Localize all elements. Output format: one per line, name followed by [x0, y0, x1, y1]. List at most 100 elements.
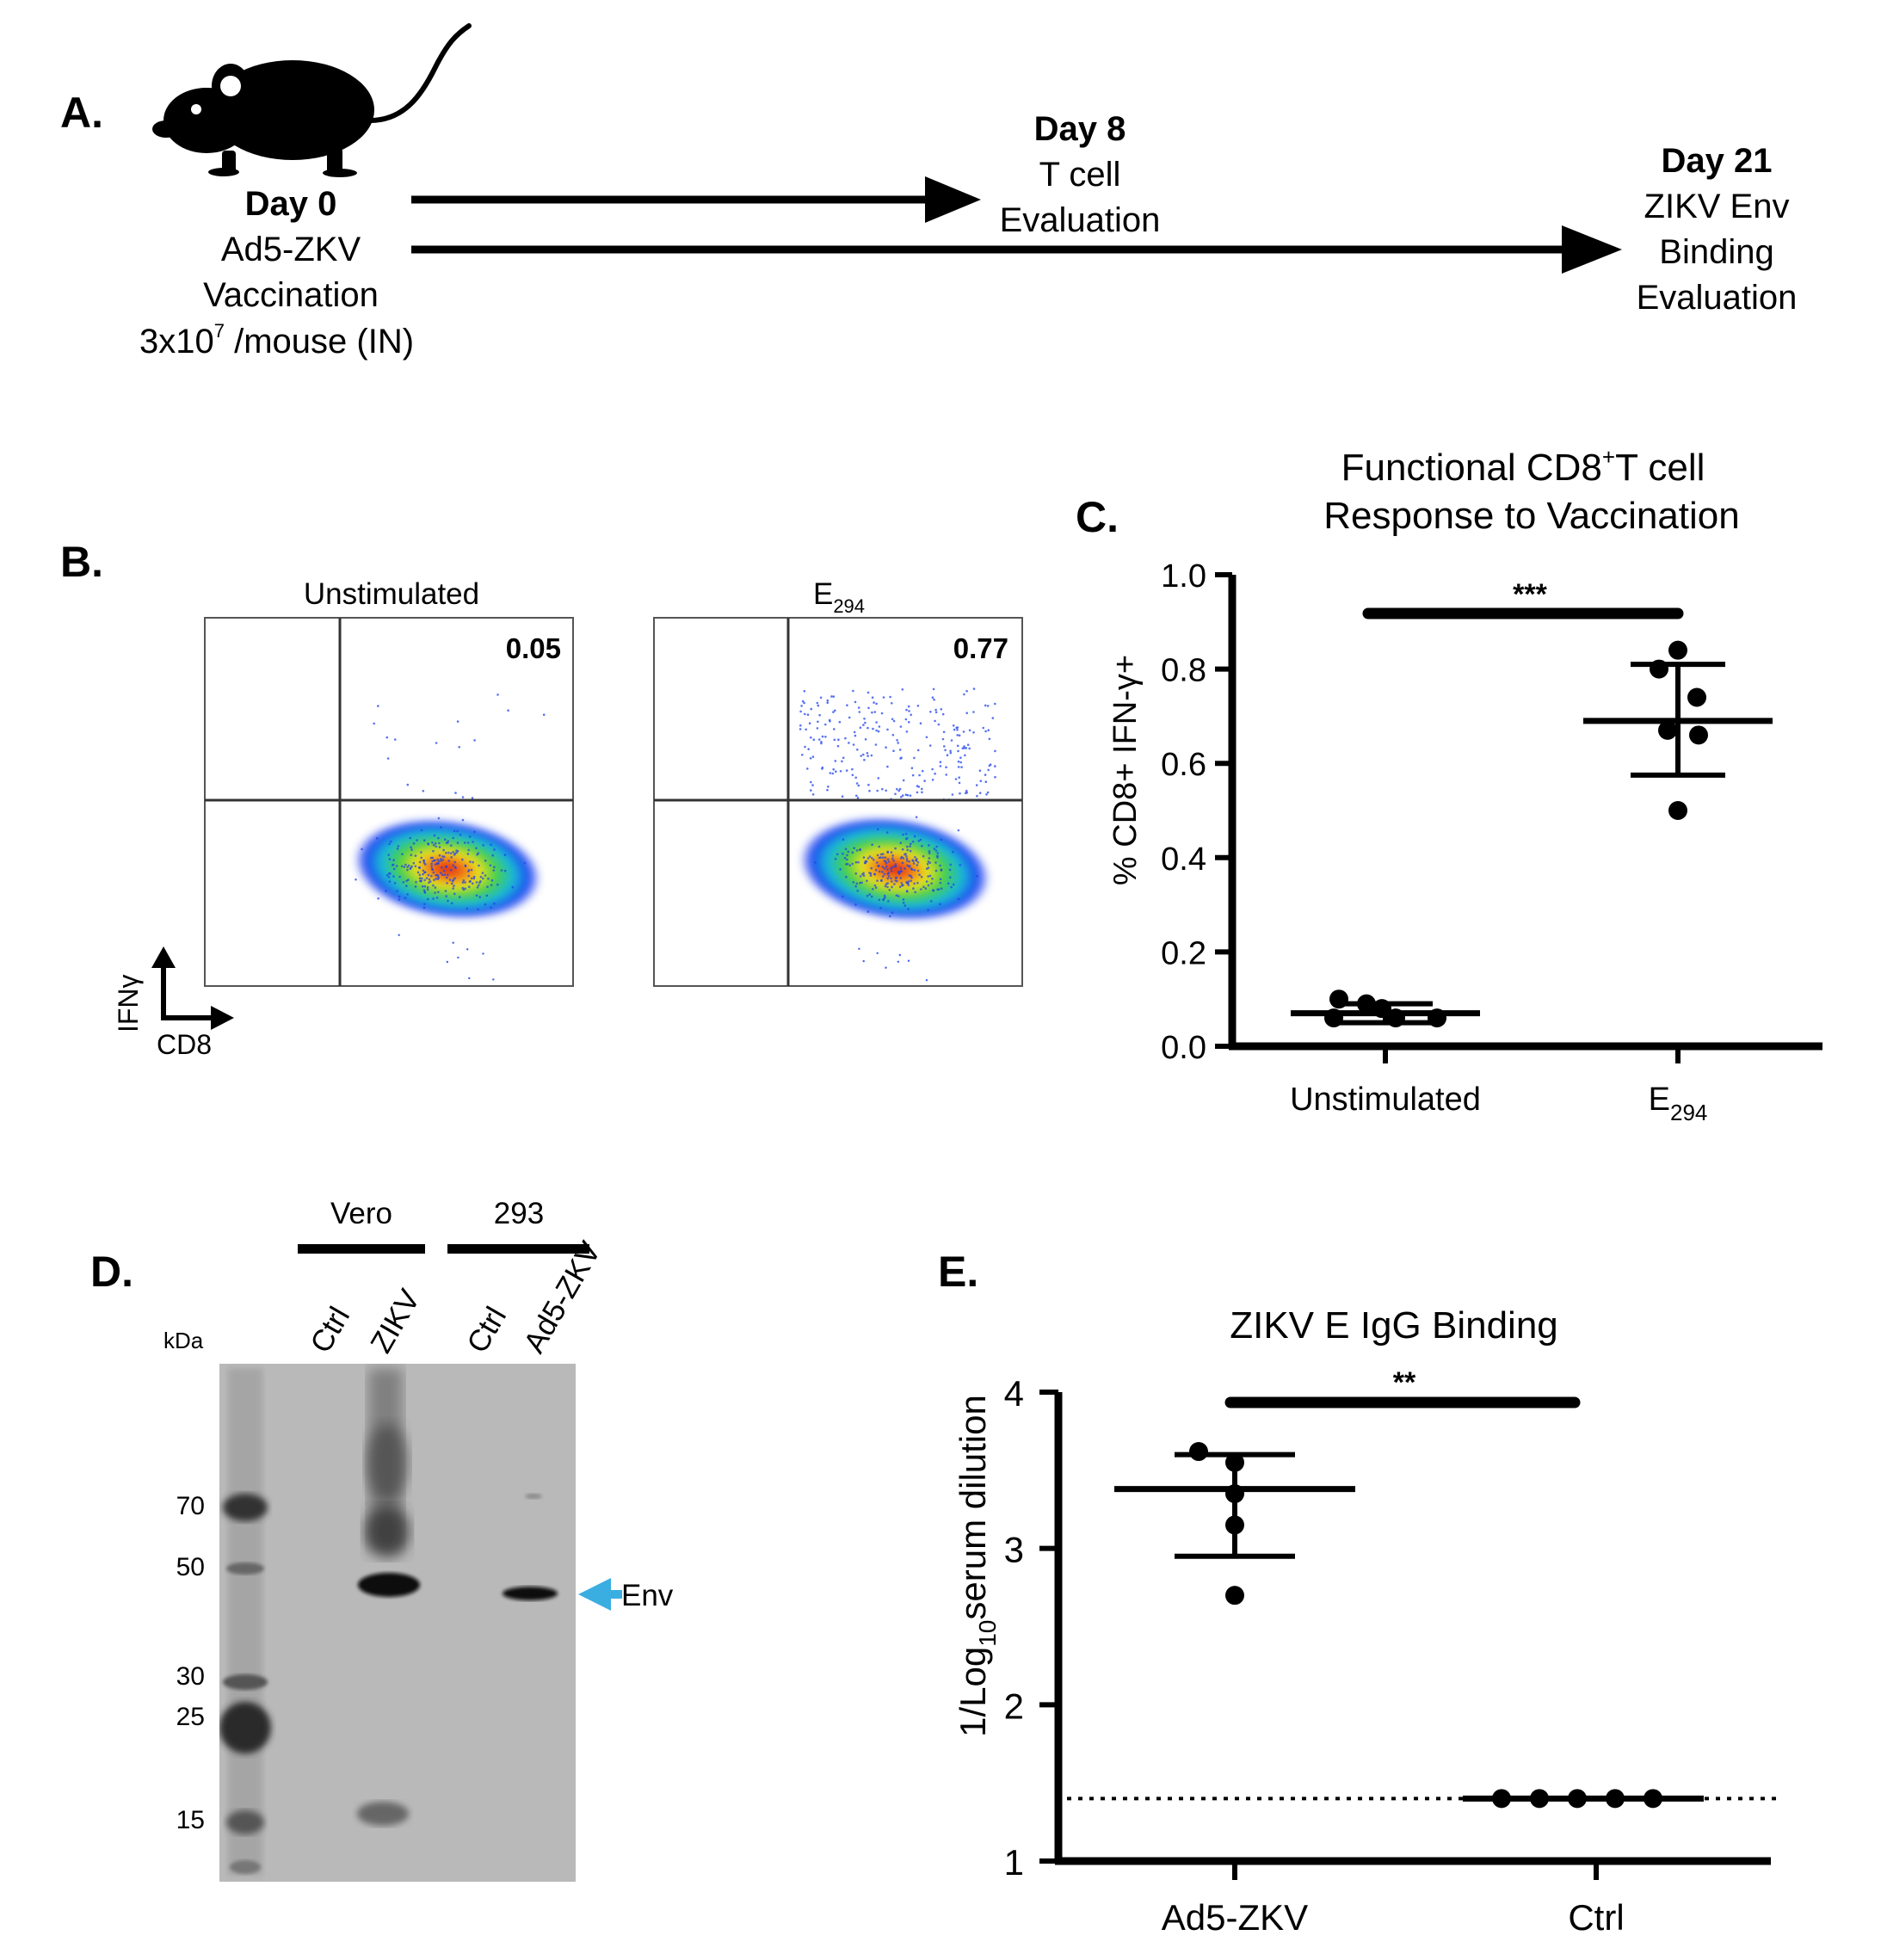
band-zikv-env — [358, 1573, 420, 1597]
event-dot — [916, 860, 920, 864]
responder-dot — [863, 758, 866, 761]
responder-dot — [939, 761, 942, 763]
event-dot — [437, 817, 441, 820]
responder-dot — [873, 711, 877, 713]
event-dot — [908, 860, 910, 863]
responder-dot — [881, 787, 884, 791]
event-dot — [398, 875, 401, 878]
event-dot — [871, 857, 873, 860]
event-dot — [902, 857, 905, 860]
event-dot — [472, 860, 474, 864]
event-dot — [887, 875, 891, 878]
event-dot — [387, 854, 391, 856]
event-dot — [445, 852, 447, 854]
responder-dot — [856, 749, 859, 751]
event-dot — [462, 888, 466, 891]
event-dot — [863, 861, 866, 865]
responder-dot — [988, 764, 991, 767]
responder-dot — [956, 744, 959, 748]
panel-label-d: D. — [90, 1248, 133, 1296]
event-dot — [934, 849, 938, 852]
event-dot — [927, 884, 930, 887]
responder-dot — [934, 708, 937, 712]
event-dot — [834, 858, 837, 860]
event-dot — [438, 841, 441, 845]
responder-dot — [845, 769, 848, 772]
responder-dot — [916, 749, 920, 752]
event-dot — [441, 858, 445, 861]
marker-25: 25 — [176, 1703, 205, 1731]
event-dot — [883, 860, 886, 862]
event-dot — [482, 844, 484, 847]
event-dot — [899, 857, 903, 860]
event-dot — [895, 877, 898, 879]
event-dot — [940, 869, 943, 872]
event-dot — [952, 883, 955, 886]
responder-dot — [373, 722, 376, 725]
responder-dot — [458, 746, 460, 749]
marker-50: 50 — [176, 1553, 205, 1581]
responder-dot — [950, 739, 953, 742]
day8-title: Day 8 — [1034, 110, 1126, 148]
responder-dot — [985, 793, 988, 796]
event-dot — [885, 883, 888, 885]
event-dot — [910, 868, 914, 871]
data-point — [1492, 1789, 1511, 1809]
event-dot — [899, 877, 903, 879]
event-dot — [857, 860, 860, 864]
event-dot — [432, 871, 435, 874]
responder-dot — [984, 704, 987, 707]
event-dot — [887, 872, 890, 874]
event-dot — [931, 878, 934, 880]
event-dot — [427, 842, 429, 845]
event-dot — [814, 861, 817, 864]
event-dot — [388, 858, 392, 860]
event-dot — [511, 885, 515, 889]
event-dot — [436, 874, 440, 878]
event-dot — [949, 876, 952, 879]
event-dot — [445, 876, 448, 879]
event-dot — [901, 847, 904, 851]
event-dot — [420, 829, 423, 832]
event-dot — [440, 872, 442, 874]
event-dot — [451, 882, 453, 885]
event-dot — [910, 842, 912, 845]
event-dot — [485, 894, 489, 897]
event-dot — [476, 886, 479, 889]
responder-dot — [817, 704, 820, 707]
event-dot — [957, 829, 960, 832]
responder-dot — [826, 788, 829, 792]
responder-dot — [949, 749, 952, 753]
responder-dot — [819, 696, 823, 700]
event-dot — [928, 861, 931, 864]
event-dot — [909, 865, 911, 867]
responder-dot — [870, 754, 873, 757]
event-dot — [874, 869, 878, 872]
event-dot — [459, 834, 462, 836]
event-dot — [484, 860, 487, 862]
event-dot — [851, 862, 854, 866]
sparse-dot — [862, 959, 865, 963]
event-dot — [453, 892, 456, 896]
data-point — [1530, 1789, 1549, 1809]
event-dot — [859, 847, 861, 851]
event-dot — [440, 826, 442, 829]
event-dot — [445, 865, 448, 868]
responder-dot — [958, 734, 961, 737]
event-dot — [447, 840, 450, 842]
event-dot — [417, 866, 421, 869]
event-dot — [423, 878, 426, 882]
event-dot — [475, 894, 478, 897]
responder-dot — [811, 755, 815, 758]
event-dot — [388, 842, 391, 846]
event-dot — [897, 895, 900, 897]
flow-ylabel: IFNγ — [113, 974, 144, 1032]
event-dot — [433, 878, 435, 882]
event-dot — [927, 860, 930, 863]
event-dot — [425, 877, 429, 879]
event-dot — [846, 862, 849, 866]
marker-30: 30 — [176, 1662, 205, 1691]
scatter-dots-2 — [799, 687, 996, 982]
responder-dot — [982, 726, 985, 730]
